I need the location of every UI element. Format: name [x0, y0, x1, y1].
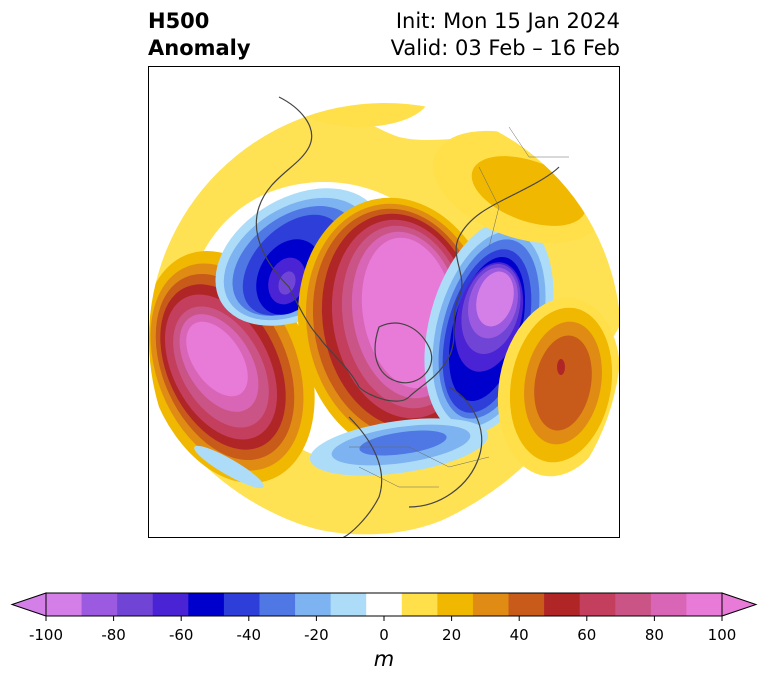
title-block: H500 Anomaly — [148, 8, 251, 62]
colorbar-tick-label: -100 — [29, 626, 63, 644]
colorbar-segment — [366, 593, 403, 616]
colorbar-segment — [295, 593, 332, 616]
colorbar-tick-label: -20 — [304, 626, 329, 644]
init-date-label: Init: Mon 15 Jan 2024 — [395, 9, 620, 33]
date-block: Init: Mon 15 Jan 2024 Valid: 03 Feb – 16… — [391, 8, 620, 62]
colorbar-tick-label: -80 — [101, 626, 126, 644]
pacific-negative-patch — [194, 445, 264, 489]
map-canvas — [149, 96, 619, 537]
colorbar-segment — [579, 593, 616, 616]
colorbar-segment — [223, 593, 260, 616]
coastlines — [255, 96, 560, 537]
colorbar-extend-min — [10, 592, 47, 617]
colorbar-segment — [650, 593, 687, 616]
colorbar-segment — [152, 593, 189, 616]
colorbar-tick-label: 20 — [442, 626, 461, 644]
borders — [349, 126, 569, 488]
colorbar-ticks: -100 -80 -60 -40 -20 0 20 40 60 80 100 — [29, 616, 736, 644]
colorbar-segment — [437, 593, 474, 616]
colorbar: -100 -80 -60 -40 -20 0 20 40 60 80 100 m — [10, 592, 758, 671]
colorbar-tick-label: -60 — [169, 626, 194, 644]
colorbar-segments — [10, 592, 758, 617]
colorbar-segment — [46, 593, 83, 616]
title-line-1: H500 — [148, 9, 210, 33]
anomaly-field — [149, 103, 619, 537]
colorbar-segment — [686, 593, 723, 616]
colorbar-segment — [472, 593, 510, 616]
colorbar-segment — [259, 593, 296, 616]
colorbar-tick-label: 60 — [577, 626, 596, 644]
colorbar-unit-label: m — [374, 647, 394, 671]
valid-date-label: Valid: 03 Feb – 16 Feb — [390, 36, 620, 60]
colorbar-tick-label: 40 — [510, 626, 529, 644]
colorbar-segment — [615, 593, 652, 616]
colorbar-segment — [330, 593, 367, 616]
colorbar-tick-label: -40 — [237, 626, 262, 644]
colorbar-segment — [401, 593, 438, 616]
anomaly-map — [148, 66, 620, 538]
colorbar-tick-label: 0 — [379, 626, 389, 644]
atlantic-positive-lobe — [497, 297, 619, 477]
colorbar-tick-label: 80 — [645, 626, 664, 644]
colorbar-segment — [544, 593, 581, 616]
colorbar-extend-max — [721, 592, 758, 617]
colorbar-segment — [81, 593, 118, 616]
colorbar-segment — [117, 593, 154, 616]
colorbar-segment — [188, 593, 225, 616]
title-line-2: Anomaly — [148, 36, 251, 60]
pacific-positive-lobe — [149, 250, 315, 484]
colorbar-segment — [508, 593, 545, 616]
colorbar-tick-label: 100 — [708, 626, 737, 644]
